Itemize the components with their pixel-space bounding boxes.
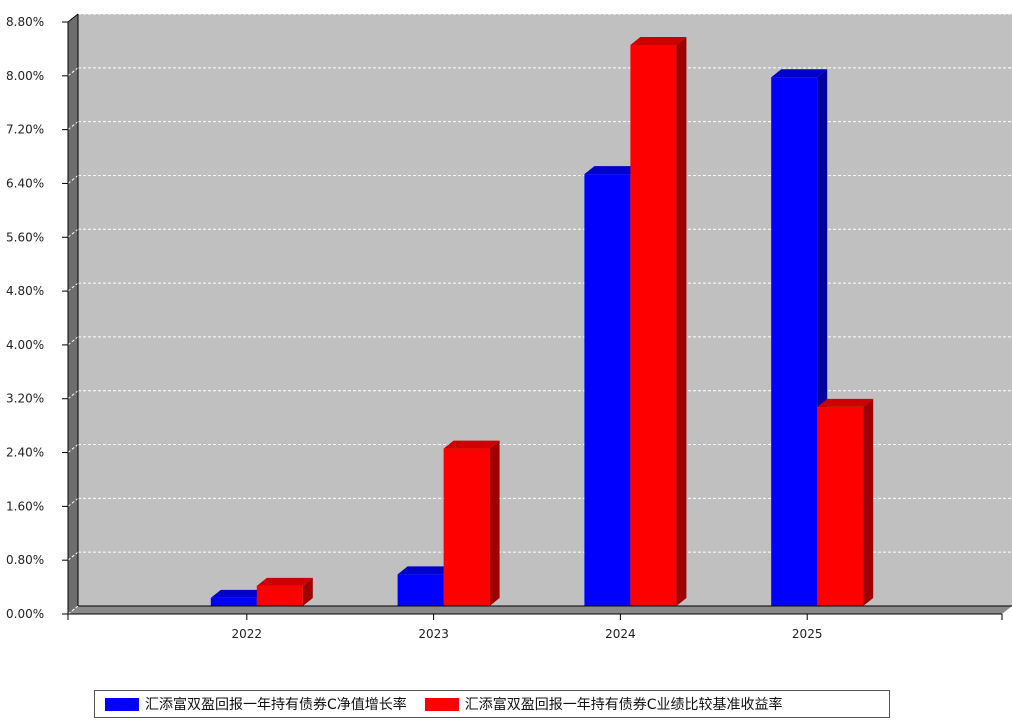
bar-front [817,406,864,606]
x-tick-label: 2023 [418,627,449,641]
y-tick-label: 6.40% [6,176,44,190]
floor [68,606,1012,614]
y-tick-label: 8.00% [6,69,44,83]
axes-group [67,13,1012,615]
bar-side [489,440,500,606]
gridline-wall [67,605,79,615]
y-tick-label: 3.20% [6,392,44,406]
bar-top [584,166,641,175]
gridline-wall [67,390,79,400]
bar-top [817,398,874,407]
y-tick-label: 8.80% [6,15,44,29]
x-tick-labels: 2022 2023 2024 2025 [67,614,1003,641]
legend-label-benchmark: 汇添富双盈回报一年持有债券C业绩比较基准收益率 [464,697,783,713]
bar-side [676,36,687,607]
y-tick-label: 4.00% [6,338,44,352]
gridline-wall [67,497,79,507]
bar-top [397,566,454,575]
gridline-wall [67,336,79,346]
y-tick-label: 0.00% [6,607,44,621]
bar-top [630,36,687,45]
bar-front [771,77,818,606]
gridline-wall [67,444,79,453]
bar-side [302,577,313,606]
gridline-wall [67,121,79,131]
wall-top-edge [67,13,79,23]
bar-top [210,589,267,598]
left-wall [68,14,78,614]
bar-front [443,448,490,606]
bar-top [771,69,828,78]
legend-swatch-red [424,697,459,711]
legend-label-nav-growth: 汇添富双盈回报一年持有债券C净值增长率 [145,697,407,713]
y-tick-labels: 0.00% 0.80% 1.60% 2.40% 3.20% 4.00% 4.80% 5.60%… [6,15,68,621]
bar-2023-series-2 [443,440,500,606]
x-tick-label: 2022 [232,627,263,641]
y-tick-label: 0.80% [6,553,44,567]
bar-front [256,585,303,606]
bar-front [630,44,677,607]
bar-front [397,574,444,606]
gridline-wall [67,282,79,292]
gridlines [67,13,1012,615]
legend: 汇添富双盈回报一年持有债券C净值增长率 汇添富双盈回报一年持有债券C业绩比较基准… [94,690,890,718]
gridline-wall [67,228,79,238]
x-tick-label: 2025 [792,627,823,641]
bar-2024-series-2 [630,36,687,607]
gridline-wall [67,175,79,184]
bars-group [210,36,874,607]
x-tick-label: 2024 [605,627,636,641]
bar-side [863,398,874,606]
bar-2025-series-2 [817,398,874,606]
y-tick-label: 5.60% [6,230,44,244]
y-tick-label: 7.20% [6,123,44,137]
y-tick-label: 1.60% [6,499,44,513]
bar-top [443,440,500,449]
bar-2022-series-2 [256,577,313,606]
bar-front [584,174,631,607]
legend-item-nav-growth: 汇添富双盈回报一年持有债券C净值增长率 [105,694,407,714]
bar-top [256,577,313,586]
gridline-wall [67,551,79,561]
bar-front [210,597,257,606]
y-tick-label: 4.80% [6,284,44,298]
legend-swatch-blue [105,697,139,711]
bar-chart: 0.00% 0.80% 1.60% 2.40% 3.20% 4.00% 4.80% 5.60%… [6,13,1012,641]
gridline-wall [67,67,79,77]
legend-item-benchmark: 汇添富双盈回报一年持有债券C业绩比较基准收益率 [424,694,783,714]
y-tick-label: 2.40% [6,446,44,460]
